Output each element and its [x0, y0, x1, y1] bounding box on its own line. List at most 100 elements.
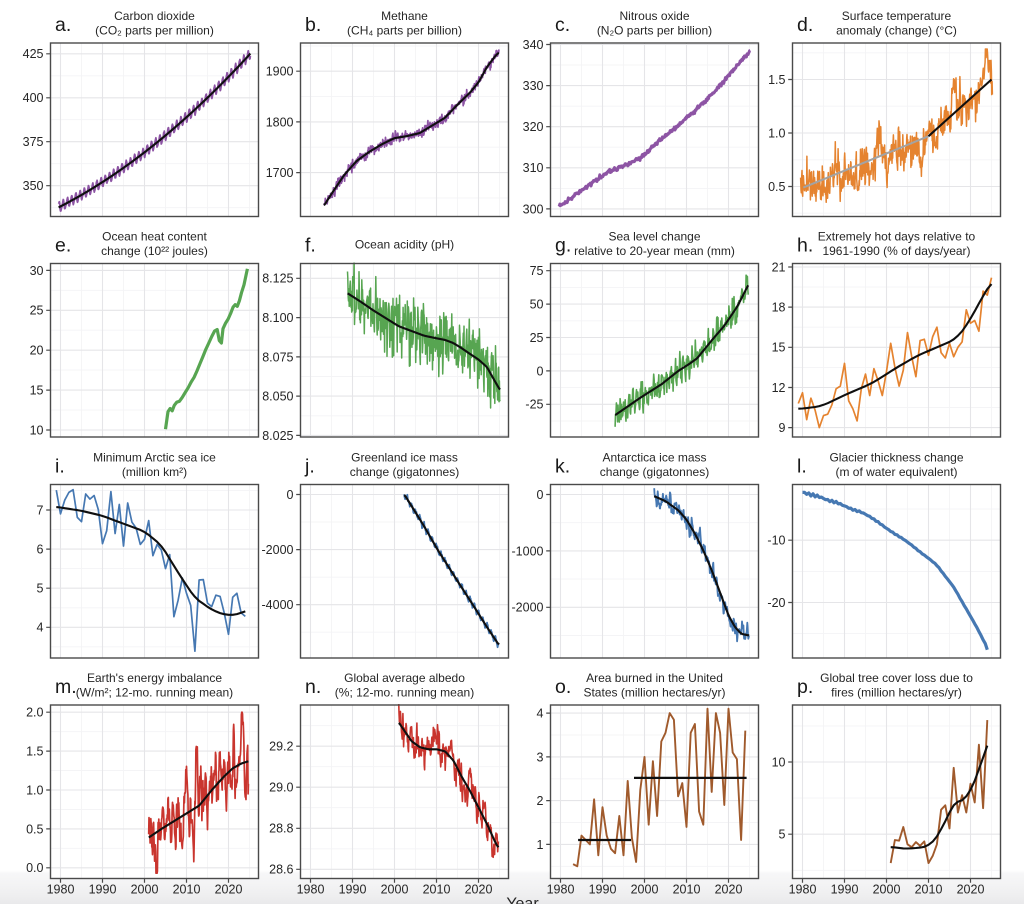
svg-text:Extremely hot days relative to: Extremely hot days relative to: [818, 230, 976, 244]
svg-text:-2000: -2000: [512, 601, 544, 615]
svg-text:Carbon dioxide: Carbon dioxide: [114, 9, 195, 23]
svg-text:anomaly (change) (°C): anomaly (change) (°C): [836, 24, 957, 38]
svg-text:15: 15: [772, 341, 786, 355]
svg-text:8.025: 8.025: [262, 429, 293, 443]
svg-text:300: 300: [523, 202, 544, 216]
svg-text:change (gigatonnes): change (gigatonnes): [600, 465, 709, 479]
svg-text:8.100: 8.100: [262, 311, 293, 325]
svg-text:relative to 20-year mean (mm): relative to 20-year mean (mm): [574, 244, 735, 258]
svg-text:30: 30: [30, 264, 44, 278]
svg-text:change (gigatonnes): change (gigatonnes): [350, 465, 459, 479]
svg-text:2020: 2020: [465, 882, 493, 896]
svg-text:2.0: 2.0: [26, 706, 43, 720]
svg-text:k.: k.: [555, 455, 570, 477]
svg-text:h.: h.: [797, 234, 813, 256]
svg-text:j.: j.: [304, 455, 315, 477]
svg-text:12: 12: [772, 381, 786, 395]
svg-text:0.5: 0.5: [768, 180, 785, 194]
svg-text:Greenland ice mass: Greenland ice mass: [351, 451, 458, 465]
svg-text:f.: f.: [305, 234, 316, 256]
svg-text:n.: n.: [305, 676, 321, 698]
svg-text:Earth's energy imbalance: Earth's energy imbalance: [87, 671, 222, 685]
svg-text:25: 25: [530, 331, 544, 345]
svg-text:-4000: -4000: [262, 598, 294, 612]
svg-text:5: 5: [779, 828, 786, 842]
svg-text:15: 15: [30, 384, 44, 398]
svg-text:0: 0: [537, 488, 544, 502]
svg-text:350: 350: [23, 179, 44, 193]
svg-text:29.0: 29.0: [269, 781, 293, 795]
svg-text:p.: p.: [797, 676, 813, 698]
svg-text:0: 0: [537, 364, 544, 378]
svg-text:1.0: 1.0: [768, 126, 785, 140]
svg-text:-1000: -1000: [512, 544, 544, 558]
svg-text:4: 4: [37, 621, 44, 635]
svg-text:d.: d.: [797, 14, 813, 36]
svg-text:e.: e.: [55, 234, 71, 256]
svg-text:2000: 2000: [131, 882, 159, 896]
svg-text:c.: c.: [555, 14, 570, 36]
svg-text:2000: 2000: [873, 882, 901, 896]
svg-text:425: 425: [23, 47, 44, 61]
svg-text:-25: -25: [525, 398, 543, 412]
svg-text:-20: -20: [767, 596, 785, 610]
svg-text:2000: 2000: [381, 882, 409, 896]
svg-text:25: 25: [30, 304, 44, 318]
svg-text:Area burned in the United: Area burned in the United: [586, 671, 723, 685]
svg-text:75: 75: [530, 264, 544, 278]
svg-text:8.050: 8.050: [262, 390, 293, 404]
svg-text:(CO₂ parts per million): (CO₂ parts per million): [95, 24, 214, 38]
svg-text:(%; 12-mo. running mean): (%; 12-mo. running mean): [335, 686, 474, 700]
svg-text:0.0: 0.0: [26, 861, 43, 875]
svg-text:l.: l.: [797, 455, 807, 477]
svg-text:o.: o.: [555, 676, 571, 698]
svg-text:29.2: 29.2: [269, 740, 293, 754]
svg-text:10: 10: [30, 423, 44, 437]
svg-text:Global tree cover loss due to: Global tree cover loss due to: [820, 671, 973, 685]
svg-text:8.125: 8.125: [262, 272, 293, 286]
svg-text:b.: b.: [305, 14, 321, 36]
svg-text:10: 10: [772, 755, 786, 769]
svg-text:0: 0: [287, 488, 294, 502]
svg-text:2: 2: [537, 794, 544, 808]
svg-text:1980: 1980: [547, 882, 575, 896]
svg-text:Global average albedo: Global average albedo: [344, 671, 465, 685]
svg-text:2010: 2010: [423, 882, 451, 896]
svg-text:4: 4: [537, 707, 544, 721]
svg-text:m.: m.: [55, 676, 77, 698]
svg-text:5: 5: [37, 582, 44, 596]
svg-text:States (million hectares/yr): States (million hectares/yr): [583, 686, 725, 700]
svg-text:330: 330: [523, 79, 544, 93]
svg-text:1980: 1980: [297, 882, 325, 896]
svg-text:(N₂O parts per billion): (N₂O parts per billion): [597, 24, 712, 38]
svg-text:Year: Year: [506, 896, 539, 904]
svg-text:change (10²² joules): change (10²² joules): [101, 244, 208, 258]
svg-text:Sea level change: Sea level change: [608, 230, 700, 244]
svg-text:1990: 1990: [89, 882, 117, 896]
svg-text:28.6: 28.6: [269, 863, 293, 877]
svg-text:1700: 1700: [266, 166, 294, 180]
svg-text:340: 340: [523, 38, 544, 52]
svg-text:Minimum Arctic sea ice: Minimum Arctic sea ice: [93, 451, 216, 465]
svg-text:400: 400: [23, 91, 44, 105]
svg-text:(W/m²; 12-mo. running mean): (W/m²; 12-mo. running mean): [76, 686, 233, 700]
svg-text:21: 21: [772, 260, 786, 274]
svg-text:2020: 2020: [715, 882, 743, 896]
svg-text:-10: -10: [767, 534, 785, 548]
svg-text:g.: g.: [555, 234, 571, 256]
svg-text:310: 310: [523, 161, 544, 175]
svg-text:8.075: 8.075: [262, 350, 293, 364]
svg-text:9: 9: [779, 421, 786, 435]
svg-text:Antarctica ice mass: Antarctica ice mass: [602, 451, 706, 465]
svg-text:7: 7: [37, 503, 44, 517]
svg-text:0.5: 0.5: [26, 822, 43, 836]
svg-text:i.: i.: [55, 455, 65, 477]
svg-text:1980: 1980: [789, 882, 817, 896]
svg-text:375: 375: [23, 135, 44, 149]
svg-text:fires (million hectares/yr): fires (million hectares/yr): [831, 686, 962, 700]
svg-text:(m of water equivalent): (m of water equivalent): [835, 465, 957, 479]
svg-text:2010: 2010: [915, 882, 943, 896]
svg-text:2010: 2010: [673, 882, 701, 896]
svg-text:2020: 2020: [957, 882, 985, 896]
svg-text:3: 3: [537, 750, 544, 764]
